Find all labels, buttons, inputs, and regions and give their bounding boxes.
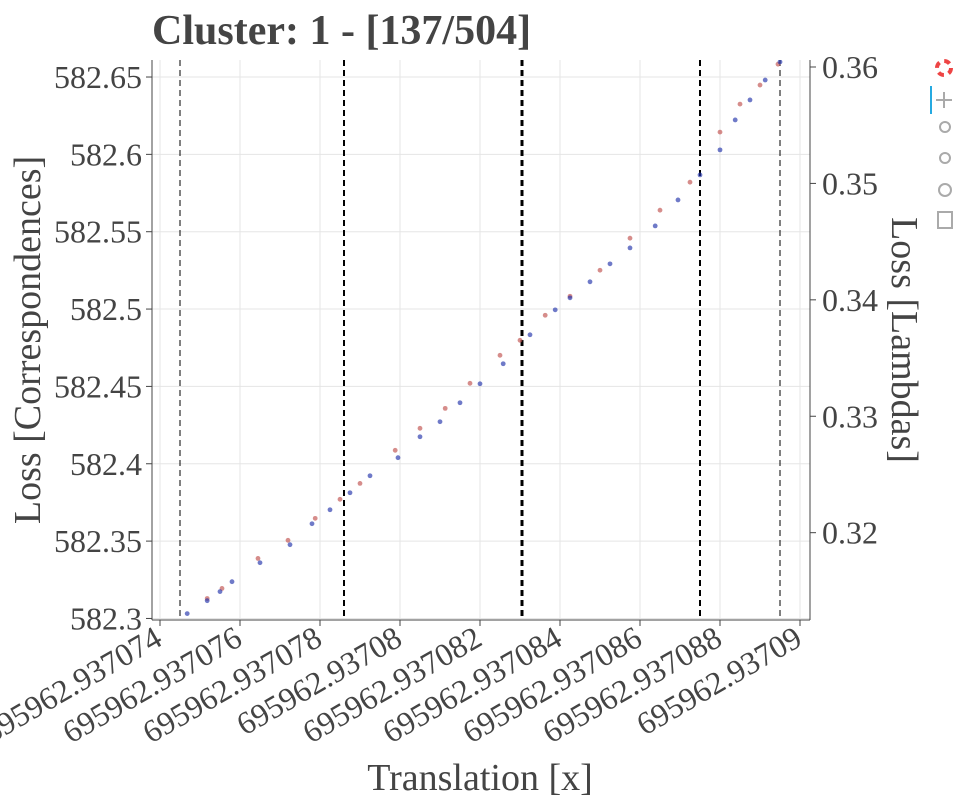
bokeh-logo[interactable] bbox=[935, 59, 953, 77]
point bbox=[607, 261, 613, 267]
y-tick-label: 582.55 bbox=[54, 214, 142, 250]
y-tick-label: 582.4 bbox=[70, 446, 142, 482]
y-tick-label: 582.35 bbox=[54, 523, 142, 559]
pan-tool[interactable] bbox=[936, 92, 952, 108]
y2-tick-label: 0.34 bbox=[822, 282, 878, 318]
point bbox=[367, 473, 373, 479]
point bbox=[497, 352, 503, 358]
point bbox=[255, 556, 261, 561]
point bbox=[777, 60, 783, 65]
y-tick-label: 582.5 bbox=[70, 291, 142, 327]
point bbox=[442, 405, 448, 411]
point bbox=[517, 337, 523, 343]
box-zoom-tool[interactable] bbox=[939, 121, 951, 133]
point bbox=[392, 447, 398, 453]
point bbox=[747, 97, 753, 103]
point bbox=[542, 312, 548, 318]
point bbox=[627, 235, 633, 241]
point bbox=[417, 425, 423, 431]
active-marker bbox=[930, 86, 932, 114]
y-axis-title: Loss [Correspondences] bbox=[7, 156, 49, 524]
y-tick-label: 582.65 bbox=[54, 59, 142, 95]
point bbox=[732, 117, 738, 123]
point bbox=[217, 589, 223, 594]
point bbox=[687, 179, 693, 185]
point bbox=[500, 361, 506, 367]
point bbox=[717, 147, 723, 153]
point bbox=[652, 223, 658, 229]
point bbox=[437, 419, 443, 425]
point bbox=[567, 295, 573, 301]
point bbox=[477, 381, 483, 387]
point bbox=[675, 197, 681, 203]
point bbox=[762, 77, 768, 83]
toolbar bbox=[930, 59, 953, 229]
reset-tool[interactable] bbox=[938, 183, 952, 197]
point bbox=[337, 496, 343, 502]
y-tick-label: 582.3 bbox=[70, 600, 142, 636]
point bbox=[327, 507, 333, 513]
point bbox=[309, 521, 315, 527]
point bbox=[587, 279, 593, 285]
point bbox=[627, 245, 633, 251]
point bbox=[717, 129, 723, 135]
point bbox=[395, 455, 401, 461]
save-tool[interactable] bbox=[937, 211, 953, 229]
point bbox=[467, 380, 473, 386]
y2-tick-label: 0.33 bbox=[822, 398, 878, 434]
point bbox=[552, 307, 558, 313]
point bbox=[697, 172, 703, 178]
point bbox=[357, 481, 363, 486]
point bbox=[757, 82, 763, 88]
point bbox=[184, 611, 190, 616]
plot-area bbox=[179, 60, 783, 620]
point bbox=[229, 579, 235, 585]
point bbox=[657, 207, 663, 213]
point bbox=[204, 598, 210, 604]
point bbox=[347, 490, 353, 496]
y2-tick-label: 0.32 bbox=[822, 515, 878, 551]
point bbox=[287, 542, 293, 548]
point bbox=[527, 332, 533, 338]
point bbox=[457, 400, 463, 406]
y2-axis-title: Loss [Lambdas] bbox=[883, 217, 925, 463]
point bbox=[257, 560, 263, 566]
wheel-zoom-tool[interactable] bbox=[939, 152, 951, 164]
y-tick-label: 582.45 bbox=[54, 368, 142, 404]
point bbox=[417, 434, 423, 440]
point bbox=[285, 537, 291, 543]
point bbox=[597, 267, 603, 273]
point bbox=[737, 101, 743, 107]
y2-tick-label: 0.35 bbox=[822, 165, 878, 201]
y-tick-label: 582.6 bbox=[70, 136, 142, 172]
point bbox=[312, 515, 318, 521]
chart-title: Cluster: 1 - [137/504] bbox=[152, 8, 531, 54]
x-axis-title: Translation [x] bbox=[367, 757, 593, 799]
y2-tick-label: 0.36 bbox=[822, 49, 878, 85]
